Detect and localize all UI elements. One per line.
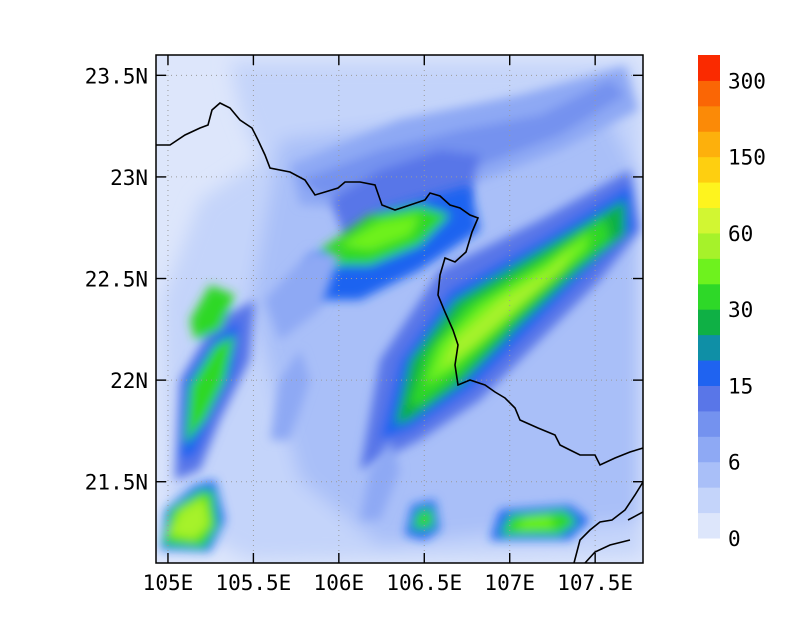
border-southeast-b bbox=[584, 539, 631, 563]
colorbar-swatch bbox=[698, 131, 720, 158]
x-tick-label: 106.5E bbox=[386, 571, 462, 595]
y-tick-label: 23N bbox=[110, 166, 148, 190]
colorbar-swatch bbox=[698, 232, 720, 259]
y-tick-label: 21.5N bbox=[85, 471, 148, 495]
colorbar-label: 0 bbox=[728, 527, 741, 551]
precip-field-south bbox=[160, 440, 590, 552]
border-north bbox=[156, 102, 643, 467]
y-tick-label: 23.5N bbox=[85, 64, 148, 88]
y-tick-label: 22N bbox=[110, 369, 148, 393]
map-gridlines bbox=[156, 55, 643, 563]
map-plot-area bbox=[156, 55, 643, 563]
colorbar-label: 6 bbox=[728, 451, 741, 475]
colorbar-swatch bbox=[698, 334, 720, 361]
colorbar-swatch bbox=[698, 258, 720, 285]
x-axis: 105E 105.5E 106E 106.5E 107E 107.5E bbox=[143, 55, 633, 595]
x-tick-label: 105.5E bbox=[215, 571, 291, 595]
colorbar-swatch bbox=[698, 182, 720, 209]
border-southeast-c bbox=[627, 511, 643, 521]
border-southeast-a bbox=[573, 481, 643, 563]
colorbar-swatch bbox=[698, 80, 720, 107]
colorbar-label: 300 bbox=[728, 69, 766, 93]
x-tick-label: 107E bbox=[484, 571, 535, 595]
colorbar-swatch bbox=[698, 105, 720, 132]
y-tick-label: 22.5N bbox=[85, 268, 148, 292]
colorbar-label: 150 bbox=[728, 146, 766, 170]
y-axis: 23.5N 23N 22.5N 22N 21.5N bbox=[85, 64, 643, 495]
precip-field-central-band bbox=[310, 185, 480, 300]
colorbar-swatch bbox=[698, 283, 720, 310]
precip-field-east-band bbox=[360, 170, 640, 470]
colorbar-swatch bbox=[698, 385, 720, 412]
x-tick-label: 106E bbox=[314, 571, 365, 595]
colorbar-swatch bbox=[698, 487, 720, 514]
colorbar-swatch bbox=[698, 436, 720, 463]
precip-field-west bbox=[175, 250, 340, 480]
colorbar: 0 6 15 30 60 150 300 bbox=[698, 55, 766, 551]
colorbar-swatch bbox=[698, 207, 720, 234]
colorbar-swatch bbox=[698, 410, 720, 437]
colorbar-swatch bbox=[698, 55, 720, 81]
x-tick-label: 105E bbox=[143, 571, 194, 595]
country-borders bbox=[156, 102, 643, 563]
colorbar-swatch bbox=[698, 309, 720, 336]
colorbar-swatch bbox=[698, 461, 720, 488]
colorbar-label: 30 bbox=[728, 298, 753, 322]
colorbar-swatch bbox=[698, 156, 720, 183]
colorbar-label: 15 bbox=[728, 374, 753, 398]
colorbar-swatch bbox=[698, 512, 720, 539]
x-tick-label: 107.5E bbox=[557, 571, 633, 595]
colorbar-swatch bbox=[698, 360, 720, 386]
map-frame bbox=[155, 54, 644, 564]
colorbar-label: 60 bbox=[728, 222, 753, 246]
